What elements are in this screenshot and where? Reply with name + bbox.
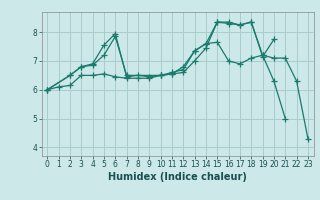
X-axis label: Humidex (Indice chaleur): Humidex (Indice chaleur) <box>108 172 247 182</box>
